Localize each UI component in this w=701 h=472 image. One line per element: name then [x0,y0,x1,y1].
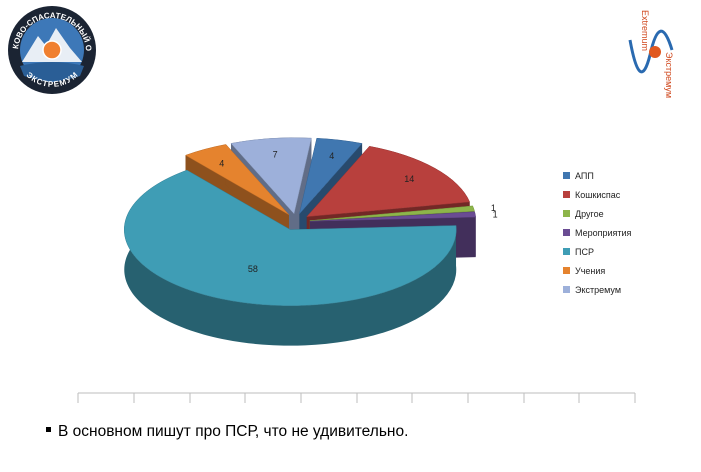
logo-text: Экстремум [664,52,674,98]
legend-swatch [563,229,570,236]
data-label: 58 [248,264,258,274]
axis-remnant [77,392,636,403]
legend-swatch [563,191,570,198]
data-label: 7 [273,150,278,160]
bullet-text: В основном пишут про ПСР, что не удивите… [58,423,408,440]
slice-side [474,211,476,258]
data-label: 4 [329,151,334,161]
slice [299,138,363,215]
slice-side [124,170,457,346]
legend-label: Другое [575,209,604,219]
legend-label: ПСР [575,247,594,257]
slice [309,205,475,221]
data-label: 4 [219,158,224,168]
slice [184,144,290,215]
logo-text: Extremum [640,10,650,51]
slice [306,146,471,217]
left-logo: ПОИСКОВО-СПАСАТЕЛЬНЫЙ ОТРЯД ЭКСТРЕМУМ [0,0,96,94]
data-label: 14 [404,174,414,184]
bullet-mark [46,427,51,432]
slice [124,169,457,306]
legend-label: АПП [575,171,594,181]
data-label: 1 [493,210,498,220]
data-label: 1 [491,203,496,213]
slice [230,137,312,215]
legend: АПП Кошкиспас Другое Мероприятия ПСР Учения Эк… [563,171,632,295]
legend-swatch [563,286,570,293]
slice [309,211,476,222]
legend-swatch [563,267,570,274]
legend-label: Кошкиспас [575,190,621,200]
legend-swatch [563,210,570,217]
legend-label: Мероприятия [575,228,632,238]
legend-label: Экстремум [575,285,621,295]
pie: 4 14 11 58 4 7 [124,137,498,346]
legend-label: Учения [575,266,605,276]
right-logo: Extremum Экстремум [628,10,674,98]
slice [124,169,457,346]
legend-swatch [563,248,570,255]
legend-swatch [563,172,570,179]
